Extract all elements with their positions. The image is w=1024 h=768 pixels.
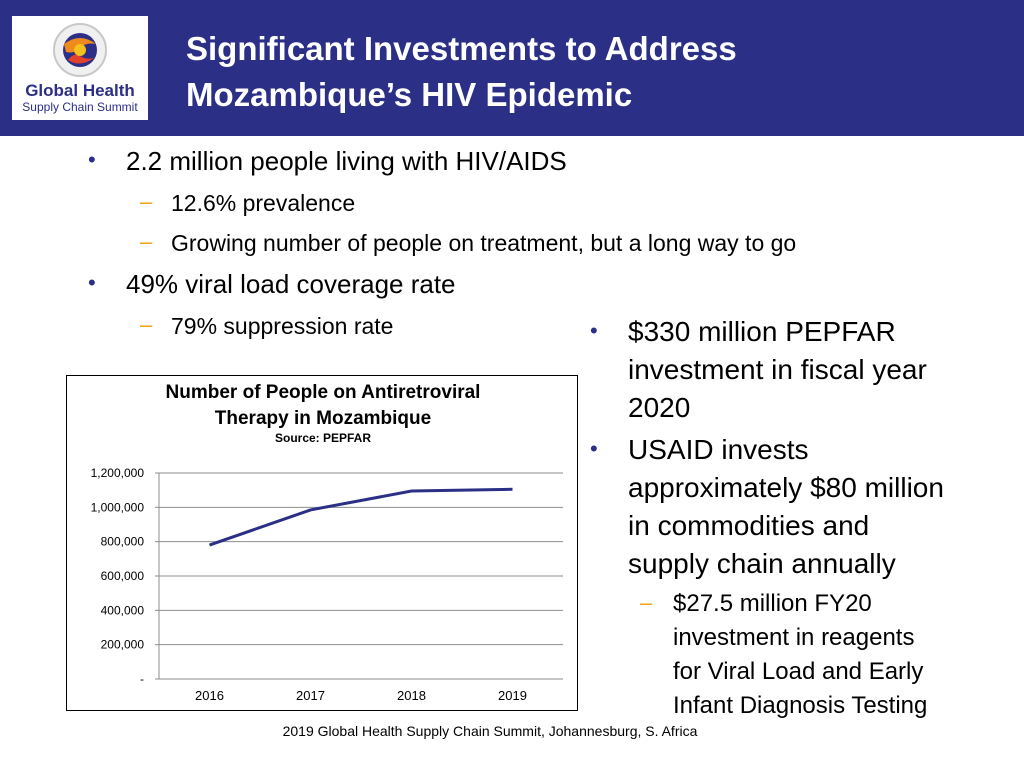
bullet-icon: • <box>88 270 96 295</box>
dash-icon: – <box>140 229 153 254</box>
right-bullet-2-sub-1: $27.5 million FY20 investment in reagent… <box>673 590 928 719</box>
y-tick-label: 600,000 <box>101 569 145 583</box>
header-banner: Global Health Supply Chain Summit Signif… <box>0 0 1024 136</box>
x-tick-label: 2018 <box>397 688 426 703</box>
y-tick-label: 400,000 <box>101 603 145 617</box>
bullet-1-sub-2: Growing number of people on treatment, b… <box>171 230 797 256</box>
art-line-chart: Number of People on Antiretroviral Thera… <box>66 375 578 711</box>
x-tick-label: 2016 <box>195 688 224 703</box>
y-tick-label: 200,000 <box>101 638 145 652</box>
bullet-2-sub-1: 79% suppression rate <box>171 313 394 339</box>
slide-title: Significant Investments to Address Mozam… <box>186 30 737 113</box>
logo: Global Health Supply Chain Summit <box>12 16 148 120</box>
dash-icon: – <box>140 189 153 214</box>
bullet-1-text: 2.2 million people living with HIV/AIDS <box>126 146 567 176</box>
logo-line-1: Global Health <box>25 81 135 100</box>
y-tick-label: - <box>140 672 144 686</box>
right-bullet-1-text: $330 million PEPFAR investment in fiscal… <box>628 316 927 423</box>
x-tick-label: 2017 <box>296 688 325 703</box>
chart-title: Number of People on Antiretroviral Thera… <box>165 382 481 429</box>
chart-subtitle: Source: PEPFAR <box>274 431 372 445</box>
y-tick-label: 1,000,000 <box>91 500 145 514</box>
globe-logo-icon <box>53 23 107 77</box>
chart-plot: - 200,000 400,000 600,000 800,000 1,000,000 1,… <box>91 466 563 703</box>
bullet-icon: • <box>88 147 96 172</box>
bullet-icon: • <box>590 318 598 343</box>
y-tick-label: 800,000 <box>101 535 145 549</box>
logo-line-2: Supply Chain Summit <box>22 100 138 114</box>
series-line <box>209 487 513 547</box>
right-bullet-2-text: USAID invests approximately $80 million … <box>628 434 944 579</box>
dash-icon: – <box>640 590 653 615</box>
bullet-2-text: 49% viral load coverage rate <box>126 269 456 299</box>
footer-text: 2019 Global Health Supply Chain Summit, … <box>282 723 698 739</box>
dash-icon: – <box>140 312 153 337</box>
x-tick-label: 2019 <box>498 688 527 703</box>
bullet-1-sub-1: 12.6% prevalence <box>171 190 356 216</box>
bullet-icon: • <box>590 436 598 461</box>
y-tick-label: 1,200,000 <box>91 466 145 480</box>
